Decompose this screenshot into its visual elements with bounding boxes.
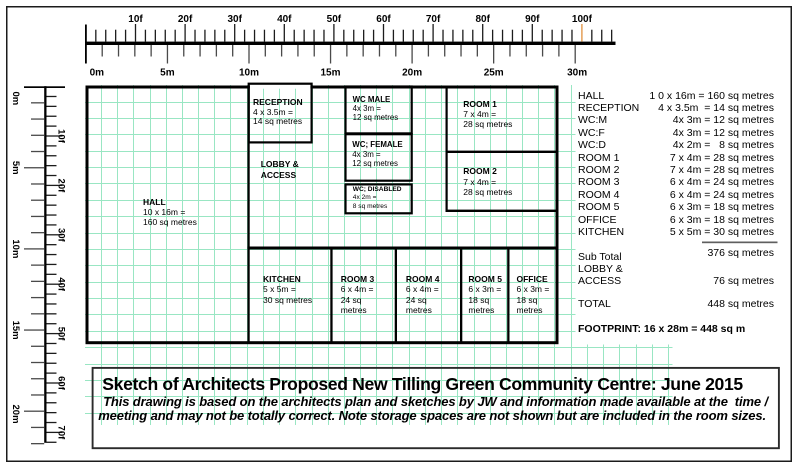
svg-text:0m: 0m [10,91,21,105]
svg-text:70f: 70f [426,14,441,25]
svg-text:15m: 15m [10,321,21,340]
svg-text:10f: 10f [128,14,143,25]
svg-text:20f: 20f [178,14,193,25]
svg-text:60f: 60f [376,14,391,25]
svg-text:80f: 80f [475,14,490,25]
svg-text:50f: 50f [327,14,342,25]
svg-text:30f: 30f [55,228,66,243]
svg-text:0m: 0m [90,68,105,79]
svg-text:5m: 5m [160,68,175,79]
svg-text:30f: 30f [227,14,242,25]
svg-text:20m: 20m [10,404,21,423]
svg-text:100f: 100f [572,14,593,25]
svg-text:40f: 40f [277,14,292,25]
svg-text:20f: 20f [55,179,66,194]
svg-text:10f: 10f [55,129,66,144]
svg-text:10m: 10m [10,239,21,258]
svg-text:30m: 30m [567,68,587,79]
svg-text:10m: 10m [239,68,259,79]
svg-text:60f: 60f [55,376,66,391]
svg-text:15m: 15m [320,68,340,79]
svg-text:90f: 90f [525,14,540,25]
svg-text:70f: 70f [55,426,66,441]
svg-text:40f: 40f [55,277,66,292]
svg-text:50f: 50f [55,327,66,342]
svg-text:5m: 5m [10,161,21,175]
svg-text:25m: 25m [484,68,504,79]
svg-text:20m: 20m [402,68,422,79]
